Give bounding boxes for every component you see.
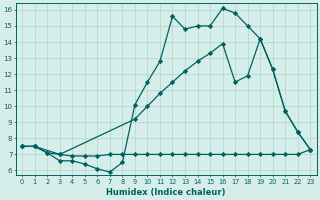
X-axis label: Humidex (Indice chaleur): Humidex (Indice chaleur) bbox=[107, 188, 226, 197]
